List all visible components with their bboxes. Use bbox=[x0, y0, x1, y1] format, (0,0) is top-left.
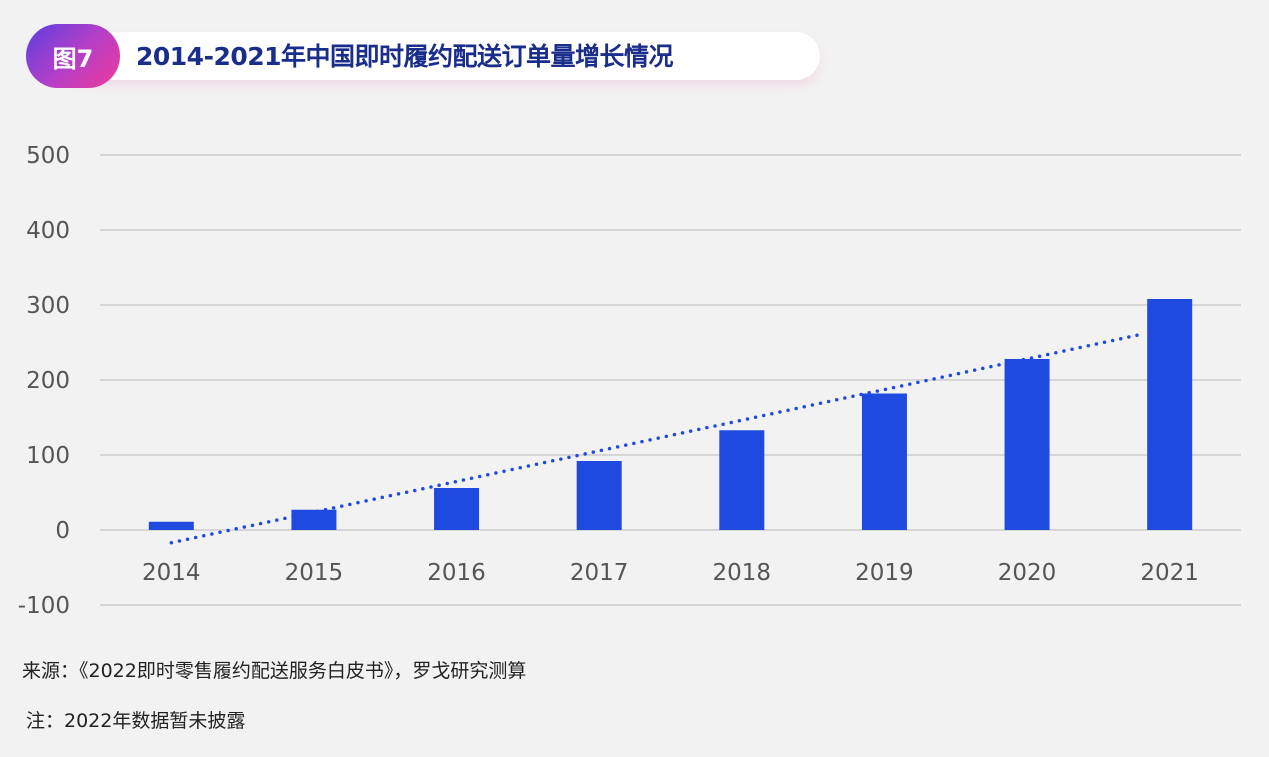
data-note: 注：2022年数据暂未披露 bbox=[26, 710, 246, 732]
source-note: 来源：《2022即时零售履约配送服务白皮书》，罗戈研究测算 bbox=[22, 660, 527, 682]
x-tick-label: 2020 bbox=[998, 560, 1057, 586]
x-tick-label: 2017 bbox=[570, 560, 629, 586]
y-tick-label: 200 bbox=[26, 368, 70, 394]
x-tick-label: 2016 bbox=[427, 560, 486, 586]
bar bbox=[1004, 359, 1050, 530]
y-tick-label: 400 bbox=[26, 218, 70, 244]
x-tick-label: 2015 bbox=[285, 560, 344, 586]
chart-title: 2014-2021年中国即时履约配送订单量增长情况 bbox=[136, 42, 674, 71]
y-tick-label: -100 bbox=[18, 593, 70, 619]
title-banner bbox=[60, 32, 820, 80]
x-tick-label: 2021 bbox=[1140, 560, 1199, 586]
bar bbox=[291, 509, 337, 530]
y-tick-label: 500 bbox=[26, 143, 70, 169]
trendline bbox=[169, 331, 1147, 545]
x-tick-label: 2019 bbox=[855, 560, 914, 586]
bar bbox=[1147, 299, 1193, 530]
bar bbox=[434, 488, 480, 530]
bar-chart: -100 0 100 200 300 400 500 2014 2015 2016 2017 201… bbox=[18, 143, 1241, 619]
y-tick-label: 100 bbox=[26, 443, 70, 469]
y-tick-label: 0 bbox=[55, 518, 70, 544]
bar bbox=[576, 461, 622, 530]
figure-badge: 图7 bbox=[26, 24, 120, 88]
x-tick-label: 2014 bbox=[142, 560, 201, 586]
bar bbox=[719, 430, 765, 530]
y-tick-label: 300 bbox=[26, 293, 70, 319]
bar bbox=[861, 393, 907, 530]
x-tick-label: 2018 bbox=[713, 560, 772, 586]
bar bbox=[148, 521, 194, 530]
